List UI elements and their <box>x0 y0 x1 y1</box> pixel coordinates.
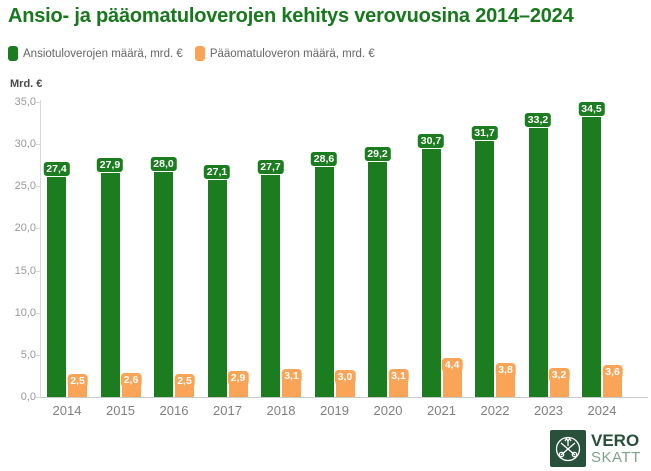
bar-value-label-earned-2018: 27,7 <box>256 158 285 175</box>
bar-value-label-earned-2015: 27,9 <box>95 156 125 173</box>
bar-value-label-capital-2019: 3,0 <box>334 369 356 384</box>
legend-item-1: Pääomatuloveron määrä, mrd. € <box>194 46 375 61</box>
y-tick-mark <box>36 186 40 188</box>
x-tick-label-2021: 2021 <box>427 403 456 418</box>
bar-earned-income-2019 <box>314 155 334 397</box>
x-tick-label-2017: 2017 <box>213 403 242 418</box>
bar-earned-income-2024 <box>582 106 601 397</box>
y-tick-mark <box>36 354 40 356</box>
x-tick-label-2023: 2023 <box>534 403 563 418</box>
y-tick-label: 35,0 <box>14 96 36 108</box>
bar-value-label-capital-2014: 2,5 <box>67 373 88 388</box>
bar-earned-income-2017 <box>207 168 227 397</box>
vero-skatt-logo: VERO SKATT <box>550 430 641 467</box>
y-tick-label: 0,0 <box>20 391 36 403</box>
x-tick-label-2015: 2015 <box>106 403 135 418</box>
legend-item-0: Ansiotuloverojen määrä, mrd. € <box>8 46 183 61</box>
bar-earned-income-2022 <box>475 129 494 397</box>
bar-value-label-capital-2021: 4,4 <box>441 357 463 372</box>
y-axis-line <box>40 100 41 397</box>
bar-earned-income-2016 <box>154 161 173 397</box>
bar-earned-income-2020 <box>368 150 387 397</box>
bar-value-label-capital-2023: 3,2 <box>548 368 570 383</box>
x-tick-label-2014: 2014 <box>52 403 82 418</box>
bar-value-label-capital-2020: 3,1 <box>388 368 409 383</box>
legend-label: Pääomatuloveron määrä, mrd. € <box>209 47 375 60</box>
x-tick-label-2022: 2022 <box>480 403 510 418</box>
x-tick-label-2016: 2016 <box>159 403 189 418</box>
legend-swatch-icon <box>8 46 18 61</box>
x-axis-line <box>40 397 648 398</box>
y-tick-mark <box>36 270 40 272</box>
bar-value-label-capital-2022: 3,8 <box>495 362 516 377</box>
x-tick-label-2018: 2018 <box>266 403 296 418</box>
bar-earned-income-2021 <box>421 138 441 397</box>
bar-value-label-earned-2014: 27,4 <box>42 161 71 178</box>
y-tick-label: 30,0 <box>14 138 36 151</box>
y-tick-mark <box>36 397 40 398</box>
vero-emblem-icon <box>550 430 586 467</box>
legend: Ansiotuloverojen määrä, mrd. € Pääomatulo… <box>8 46 375 61</box>
bar-earned-income-2023 <box>528 117 548 397</box>
y-tick-mark <box>36 312 40 314</box>
logo-text-vero: VERO <box>591 431 640 450</box>
bar-value-label-capital-2016: 2,5 <box>174 373 195 388</box>
bar-value-label-earned-2020: 29,2 <box>363 145 392 162</box>
y-tick-mark <box>36 228 40 230</box>
y-tick-label: 15,0 <box>14 264 36 277</box>
bar-value-label-earned-2021: 30,7 <box>416 133 446 150</box>
logo-text-skatt: SKATT <box>591 449 641 466</box>
bar-earned-income-2015 <box>100 161 120 397</box>
y-axis-unit-label: Mrd. € <box>10 78 43 90</box>
x-tick-label-2020: 2020 <box>373 403 403 418</box>
bar-value-label-earned-2024: 34,5 <box>577 101 606 118</box>
bar-earned-income-2018 <box>261 163 280 397</box>
y-tick-label: 25,0 <box>14 180 36 193</box>
bar-value-label-earned-2019: 28,6 <box>309 150 339 167</box>
legend-label: Ansiotuloverojen määrä, mrd. € <box>23 47 183 60</box>
y-tick-mark <box>36 102 40 103</box>
logo-text: VERO SKATT <box>591 432 641 465</box>
bar-value-label-earned-2022: 31,7 <box>470 124 499 141</box>
bar-value-label-capital-2018: 3,1 <box>281 368 302 383</box>
bar-value-label-earned-2023: 33,2 <box>523 112 553 129</box>
chart-title: Ansio- ja pääomatuloverojen kehitys vero… <box>8 5 574 27</box>
bar-earned-income-2014 <box>47 166 66 397</box>
bar-value-label-capital-2017: 2,9 <box>227 370 249 385</box>
bar-value-label-earned-2016: 28,0 <box>149 156 178 172</box>
bar-value-label-earned-2017: 27,1 <box>202 163 232 180</box>
legend-swatch-icon <box>194 46 205 61</box>
x-tick-label-2024: 2024 <box>587 403 617 418</box>
x-tick-label-2019: 2019 <box>320 403 349 418</box>
y-tick-label: 10,0 <box>14 306 36 319</box>
bar-value-label-capital-2024: 3,6 <box>602 364 623 379</box>
y-tick-mark <box>36 144 40 146</box>
bar-value-label-capital-2015: 2,6 <box>120 373 142 388</box>
y-tick-label: 5,0 <box>20 348 36 361</box>
y-tick-label: 20,0 <box>14 222 36 235</box>
